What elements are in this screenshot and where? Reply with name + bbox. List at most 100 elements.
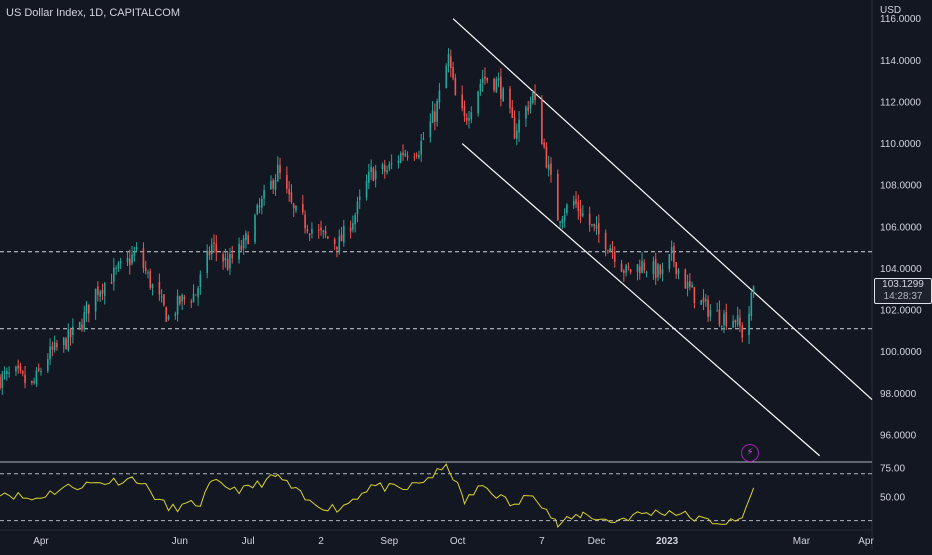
candle-body	[668, 254, 671, 270]
candle-body	[72, 326, 74, 336]
candle-body	[320, 227, 322, 231]
candle-body	[133, 251, 136, 257]
time-tick-label: Jun	[172, 536, 188, 547]
candle-body	[31, 381, 33, 383]
candle-body	[383, 164, 386, 172]
candle-body	[463, 105, 466, 117]
candle-body	[657, 264, 659, 278]
candle-body	[452, 67, 454, 79]
candle-body	[732, 321, 734, 328]
candle-body	[46, 359, 49, 371]
candle-body	[117, 263, 120, 269]
candle-body	[607, 250, 609, 252]
channel-line-upper[interactable]	[452, 18, 873, 401]
candle-body	[69, 328, 72, 338]
candle-body	[716, 310, 718, 312]
candle-body	[652, 261, 655, 274]
candle-body	[420, 140, 423, 155]
candle-body	[572, 200, 575, 206]
candle-body	[286, 175, 288, 189]
candle-body	[35, 370, 38, 384]
candle-body	[333, 239, 336, 245]
candle-body	[83, 312, 86, 330]
candle-body	[595, 225, 598, 229]
candle-body	[113, 267, 115, 282]
candle-body	[349, 227, 352, 232]
candle-body	[290, 192, 293, 203]
rsi-line	[0, 463, 755, 528]
candle-body	[374, 170, 377, 180]
candle-body	[256, 205, 259, 215]
candle-body	[613, 251, 616, 262]
candle-body	[317, 229, 320, 231]
time-tick-label: Dec	[588, 536, 606, 547]
candle-body	[258, 205, 261, 208]
candle-body	[493, 78, 495, 91]
price-tick-label: 96.0000	[880, 430, 917, 441]
candle-body	[702, 297, 705, 303]
rsi-tick-label: 75.00	[880, 463, 905, 474]
candle-body	[110, 282, 113, 284]
candle-body	[147, 272, 149, 274]
candle-body	[399, 153, 402, 163]
candle-body	[240, 245, 243, 251]
candle-body	[386, 170, 388, 173]
channel-line-lower[interactable]	[461, 143, 821, 457]
price-tick-label: 116.0000	[880, 14, 921, 25]
candle-body	[295, 205, 297, 211]
time-tick-label: Oct	[450, 536, 466, 547]
candle-body	[468, 118, 470, 121]
price-tick-label: 110.0000	[880, 139, 921, 150]
candle-body	[525, 106, 527, 119]
candle-body	[559, 221, 561, 223]
candle-body	[700, 299, 703, 305]
candle-body	[85, 304, 88, 314]
candle-body	[163, 294, 165, 306]
candle-body	[388, 164, 391, 169]
candle-body	[292, 203, 295, 209]
candle-body	[629, 269, 632, 273]
candle-body	[481, 78, 484, 84]
candle-body	[327, 236, 329, 239]
candle-body	[17, 365, 20, 369]
candle-body	[263, 190, 265, 199]
candle-body	[6, 371, 8, 375]
candle-body	[356, 201, 359, 215]
candle-body	[686, 282, 689, 289]
candle-body	[620, 263, 623, 272]
candle-body	[165, 307, 168, 322]
candle-body	[720, 325, 723, 327]
candle-body	[438, 90, 441, 103]
candle-body	[643, 262, 646, 271]
candle-body	[566, 204, 568, 214]
candle-body	[465, 117, 468, 121]
candle-body	[160, 296, 163, 298]
candle-body	[272, 180, 275, 189]
candle-body	[101, 290, 104, 294]
candle-body	[33, 381, 35, 383]
price-tick-label: 102.0000	[880, 306, 922, 317]
candle-body	[8, 372, 10, 374]
candle-body	[739, 317, 741, 327]
candle-body	[513, 117, 516, 139]
price-tick-label: 114.0000	[880, 56, 921, 67]
price-axis-currency: USD	[880, 5, 902, 16]
candle-body	[15, 366, 17, 372]
candle-body	[623, 270, 625, 273]
lightning-icon[interactable]: ⚡	[741, 444, 759, 462]
candle-body	[208, 251, 211, 256]
candle-body	[495, 79, 498, 92]
candle-body	[304, 214, 306, 229]
candle-body	[534, 93, 536, 100]
candle-body	[354, 215, 356, 225]
candle-body	[390, 163, 393, 165]
symbol-legend[interactable]: US Dollar Index, 1D, CAPITALCOM	[6, 7, 181, 19]
candle-body	[479, 83, 482, 91]
candle-body	[484, 76, 486, 79]
bar-countdown: 14:28:37	[883, 290, 923, 302]
candle-body	[661, 269, 664, 274]
candle-body	[174, 313, 177, 316]
candle-body	[352, 223, 354, 230]
candle-body	[183, 296, 186, 300]
